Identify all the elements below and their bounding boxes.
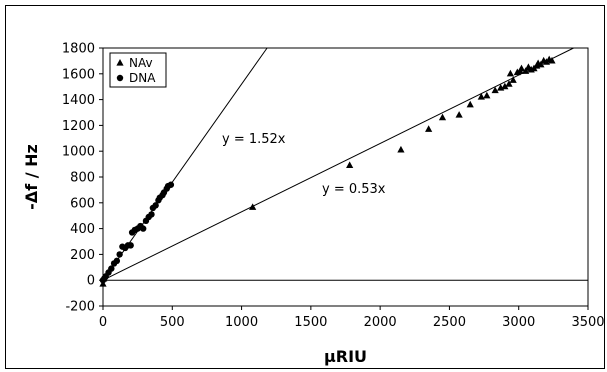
y-axis-title: -Δf / Hz — [22, 144, 41, 210]
y-axis-ticks: -200 0 200 400 600 800 1000 1200 1400 1600 1800 — [62, 42, 103, 315]
x-tick-label: 3000 — [502, 315, 535, 330]
trendline-label-steep: y = 1.52x — [222, 132, 286, 147]
data-point-nav — [438, 113, 447, 121]
legend: NAv DNA — [109, 52, 167, 88]
y-tick-label: 1400 — [62, 93, 95, 108]
y-tick-label: 400 — [70, 222, 95, 237]
data-point-dna — [108, 265, 115, 272]
data-point-nav — [548, 56, 556, 64]
x-axis-title: μRIU — [324, 347, 367, 366]
data-point-dna — [139, 225, 147, 232]
trendline-label-shallow: y = 0.53x — [322, 182, 386, 197]
y-tick-label: 1800 — [62, 42, 95, 57]
data-point-nav — [425, 125, 433, 132]
data-point-nav — [397, 145, 405, 153]
data-point-nav — [477, 93, 485, 100]
x-axis-ticks: 0 500 1000 1500 2000 2500 3000 3500 — [99, 279, 605, 330]
x-tick-label: 1500 — [294, 315, 327, 330]
y-tick-label: 600 — [70, 196, 95, 211]
legend-marker-circle — [116, 74, 124, 82]
trendline-0 — [102, 47, 268, 281]
trendline-layer — [102, 47, 574, 281]
x-tick-label: 2500 — [433, 315, 466, 330]
data-point-nav — [501, 82, 509, 90]
legend-marker-triangle — [116, 59, 124, 66]
data-point-dna — [116, 251, 123, 258]
data-point-dna — [167, 181, 175, 188]
x-tick-label: 3500 — [571, 315, 604, 330]
data-point-nav — [509, 76, 517, 83]
data-point-dna — [148, 211, 155, 218]
x-tick-label: 1000 — [225, 315, 258, 330]
y-tick-label: 800 — [70, 171, 95, 186]
chart-frame — [5, 5, 605, 369]
data-point-dna — [113, 257, 121, 265]
y-tick-label: 1200 — [62, 119, 95, 134]
data-point-dna — [127, 242, 134, 249]
data-point-nav — [537, 60, 545, 68]
data-point-dna — [152, 202, 159, 209]
data-point-nav — [455, 111, 463, 118]
legend-label-nav: NAv — [129, 56, 153, 70]
data-point-nav — [491, 86, 499, 94]
y-tick-label: -200 — [65, 300, 95, 315]
y-tick-label: 1000 — [62, 145, 95, 160]
data-point-nav — [522, 67, 530, 74]
trendline-1 — [102, 47, 574, 281]
y-tick-label: 0 — [87, 274, 95, 289]
data-point-nav — [483, 91, 491, 99]
data-point-nav — [249, 203, 257, 210]
x-tick-label: 0 — [99, 315, 107, 330]
data-point-nav — [517, 64, 526, 72]
y-tick-label: 200 — [70, 248, 95, 263]
data-point-nav — [466, 100, 474, 108]
x-tick-label: 2000 — [364, 315, 397, 330]
data-point-nav — [505, 80, 513, 87]
legend-label-dna: DNA — [129, 71, 156, 85]
data-point-nav — [346, 161, 354, 168]
data-point-nav — [506, 69, 514, 77]
x-tick-label: 500 — [160, 315, 185, 330]
legend-box — [109, 52, 167, 88]
y-tick-label: 1600 — [62, 67, 95, 82]
